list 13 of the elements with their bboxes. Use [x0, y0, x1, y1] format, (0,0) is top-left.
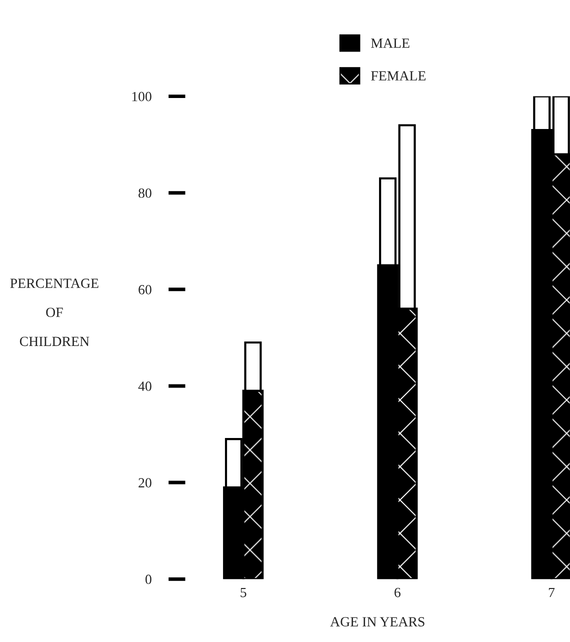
y-tick-label: 60	[138, 284, 152, 294]
y-tick-label: 80	[138, 188, 152, 198]
x-tick-label: 5	[240, 588, 246, 598]
y-tick-label: 40	[138, 382, 152, 391]
legend-label: MALE	[371, 38, 410, 48]
text: PERCENTAGE OF CHILDREN	[10, 278, 98, 346]
x-tick-label: 7	[548, 588, 555, 598]
y-tick-label: 20	[138, 478, 152, 488]
x-axis-title: AGE IN YEARS	[330, 617, 424, 626]
legend-label: FEMALE	[371, 71, 426, 80]
y-tick-label: 100	[132, 92, 152, 102]
x-tick-label: 6	[394, 588, 400, 598]
y-tick-label: 0	[146, 574, 152, 584]
